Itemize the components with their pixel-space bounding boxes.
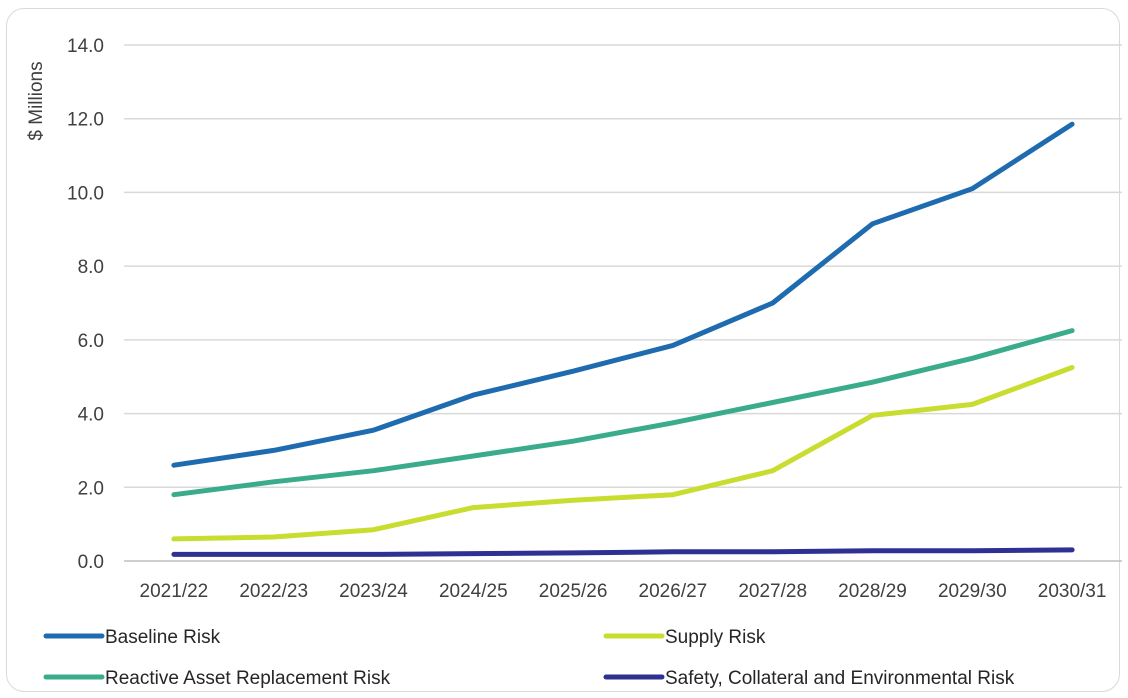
- x-axis-ticks: 2021/22 2022/23 2023/24 2024/25 2025/26 2026/…: [140, 581, 1107, 602]
- y-tick-label: 2.0: [78, 478, 104, 499]
- x-tick-label: 2026/27: [639, 581, 708, 602]
- y-tick-label: 4.0: [78, 405, 104, 426]
- x-tick-label: 2024/25: [439, 581, 508, 602]
- legend-label: Safety, Collateral and Environmental Ris…: [665, 668, 1015, 689]
- x-tick-label: 2022/23: [239, 581, 308, 602]
- series-line: [171, 328, 1075, 498]
- x-tick-label: 2028/29: [838, 581, 907, 602]
- series-line: [171, 121, 1075, 468]
- y-tick-label: 8.0: [78, 257, 104, 278]
- series-lines: [171, 121, 1075, 557]
- legend-label: Supply Risk: [665, 627, 766, 648]
- chart-frame: [6, 8, 1120, 692]
- series-line: [171, 365, 1075, 542]
- legend: Baseline Risk Supply Risk Reactive Asset R…: [43, 627, 1015, 689]
- series-line: [171, 547, 1075, 557]
- legend-label: Reactive Asset Replacement Risk: [105, 668, 391, 689]
- y-axis-ticks: 0.0 2.0 4.0 6.0 8.0 10.0 12.0 14.0: [67, 36, 104, 573]
- x-tick-label: 2021/22: [140, 581, 209, 602]
- y-tick-label: 6.0: [78, 331, 104, 352]
- y-tick-label: 10.0: [67, 183, 104, 204]
- y-tick-label: 12.0: [67, 110, 104, 131]
- x-tick-label: 2029/30: [938, 581, 1007, 602]
- x-tick-label: 2023/24: [339, 581, 408, 602]
- y-tick-label: 0.0: [78, 552, 104, 573]
- legend-label: Baseline Risk: [105, 627, 221, 648]
- y-tick-label: 14.0: [67, 36, 104, 57]
- x-tick-label: 2030/31: [1038, 581, 1107, 602]
- y-axis-title: $ Millions: [26, 61, 47, 140]
- x-tick-label: 2025/26: [539, 581, 608, 602]
- x-tick-label: 2027/28: [738, 581, 807, 602]
